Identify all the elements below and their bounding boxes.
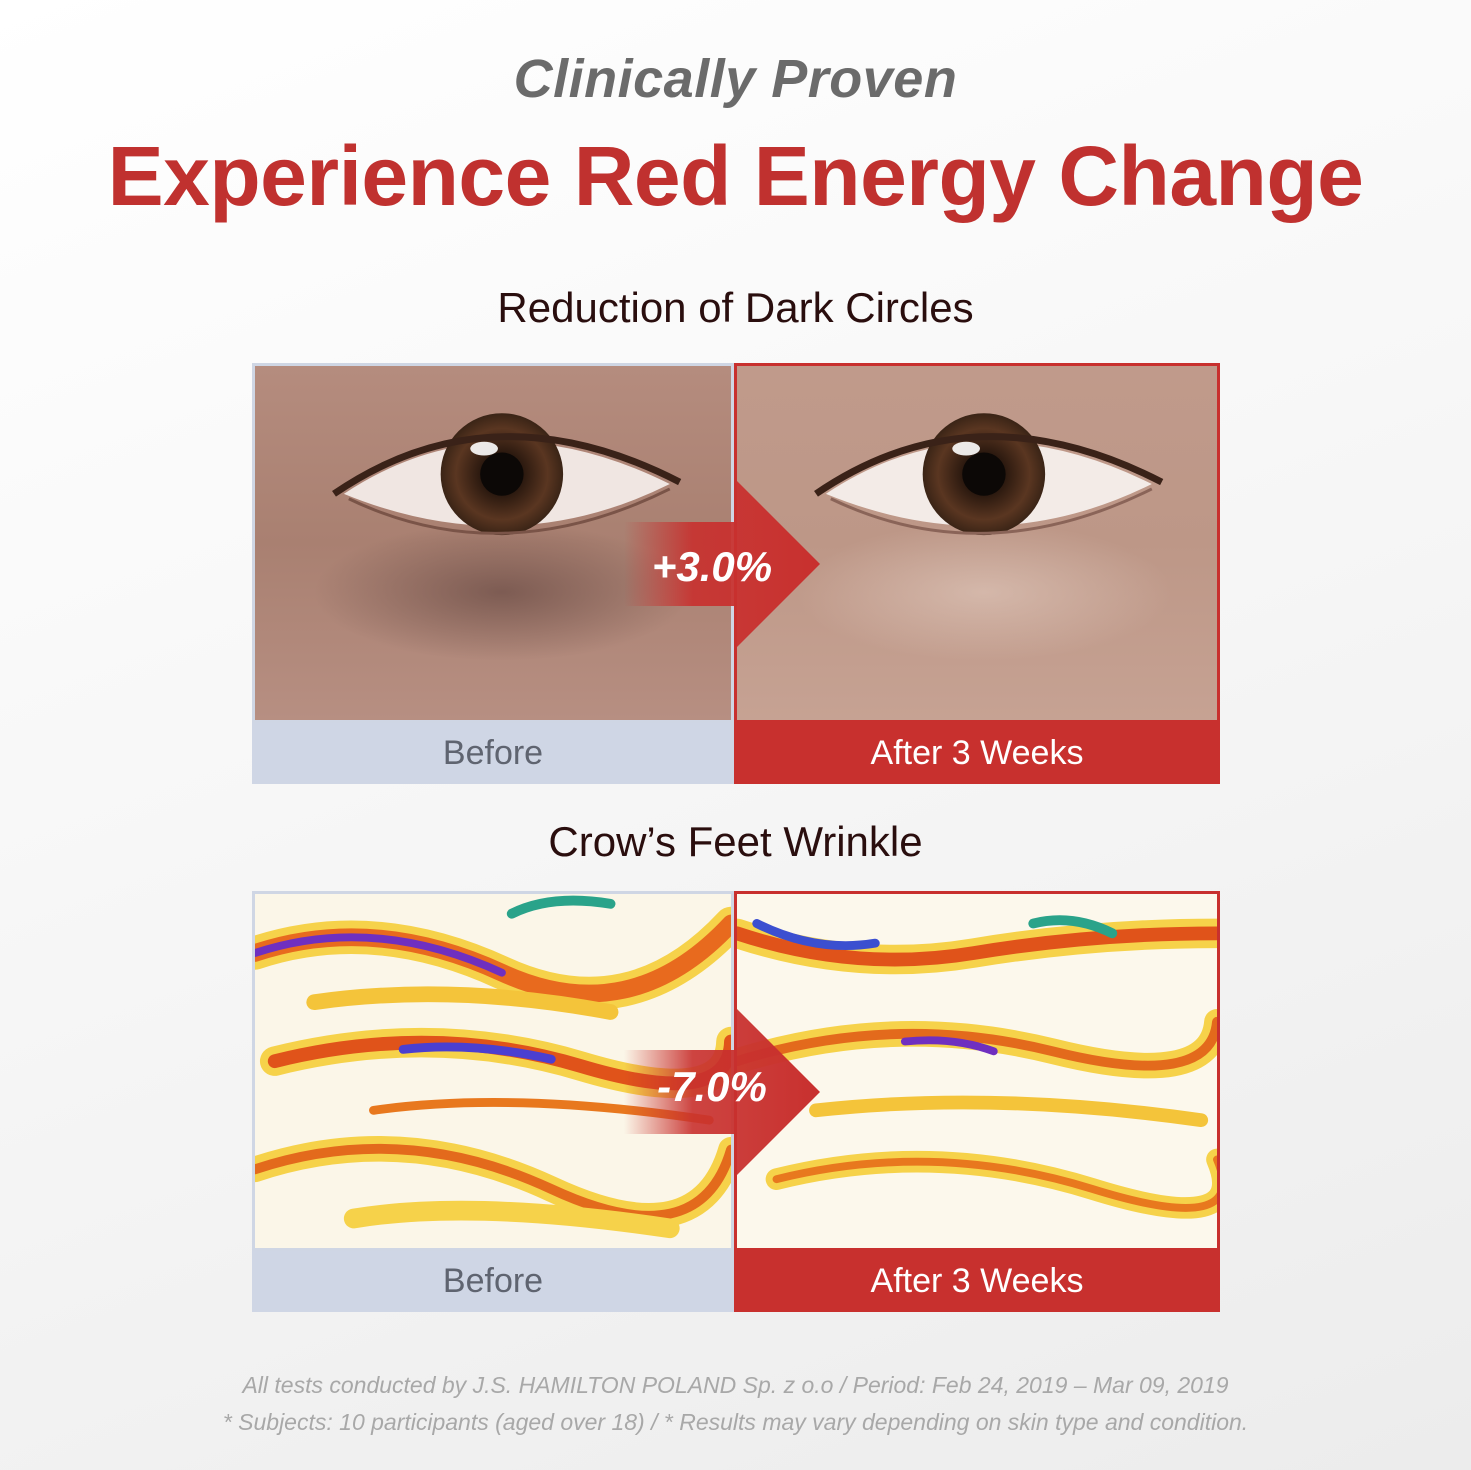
dark-circles-comparison: +3.0% Before After 3 Weeks: [252, 363, 1220, 784]
change-value-dark-circles: +3.0%: [651, 543, 773, 590]
section-title-dark-circles: Reduction of Dark Circles: [497, 284, 974, 331]
footnote-disclaimer: * Subjects: 10 participants (aged over 1…: [222, 1409, 1249, 1435]
before-label: Before: [252, 723, 734, 784]
after-wrinkle-map-image: [734, 891, 1220, 1251]
section-title-crows-feet: Crow’s Feet Wrinkle: [548, 818, 923, 865]
before-label: Before: [252, 1251, 734, 1312]
after-label: After 3 Weeks: [734, 723, 1220, 784]
kicker: Clinically Proven: [513, 49, 958, 109]
footnote-test-info: All tests conducted by J.S. HAMILTON POL…: [242, 1372, 1229, 1398]
after-eye-image: [734, 363, 1220, 723]
change-value-crows-feet: -7.0%: [657, 1063, 767, 1110]
after-label: After 3 Weeks: [734, 1251, 1220, 1312]
arrow-right-icon: [624, 1008, 820, 1176]
arrow-right-icon: [624, 480, 820, 648]
crows-feet-comparison: -7.0% Before After 3 Weeks: [252, 891, 1220, 1312]
headline: Experience Red Energy Change: [107, 129, 1364, 223]
